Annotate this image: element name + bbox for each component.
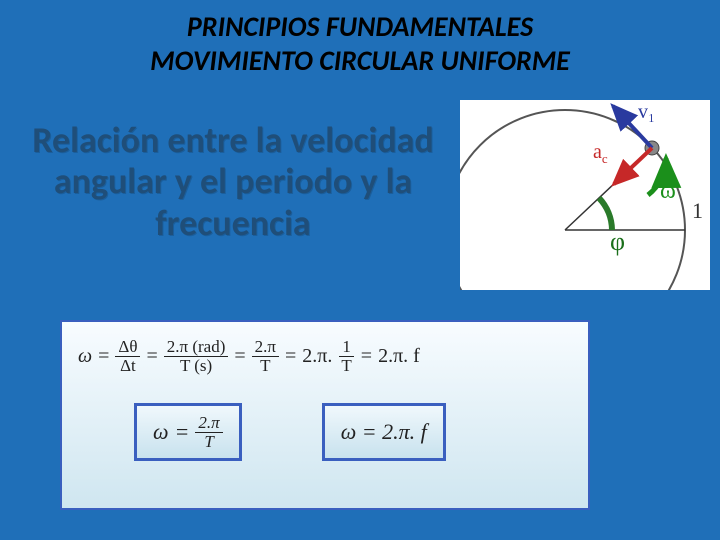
frac-dtheta-dt: Δθ Δt xyxy=(115,338,140,375)
frac-2pi-rad-Ts: 2.π (rad) T (s) xyxy=(164,338,229,375)
eq-omega: ω xyxy=(78,345,92,368)
circle-path xyxy=(460,110,685,290)
eq-equals-4: = xyxy=(285,345,296,368)
slide-subtitle: Relación entre la velocidad angular y el… xyxy=(18,120,448,244)
title-line-2: MOVIMIENTO CIRCULAR UNIFORME xyxy=(0,44,720,78)
eq-2pi-f: 2.π. f xyxy=(378,345,420,368)
one-label: 1 xyxy=(692,198,703,223)
phi-label: φ xyxy=(610,227,625,256)
main-equation: ω = Δθ Δt = 2.π (rad) T (s) = 2.π T = 2.… xyxy=(78,338,576,375)
phi-arc xyxy=(599,198,612,230)
circular-motion-diagram: v₁ ac ω φ 1 xyxy=(460,100,710,290)
box1-frac: 2.π T xyxy=(195,414,222,451)
omega-label: ω xyxy=(660,178,676,204)
title-line-1: PRINCIPIOS FUNDAMENTALES xyxy=(0,10,720,44)
boxed-formulas-row: ω = 2.π T ω = 2.π. f xyxy=(134,403,576,462)
frac-2pi-T: 2.π T xyxy=(252,338,279,375)
boxed-formula-period: ω = 2.π T xyxy=(134,403,242,462)
ac-label: ac xyxy=(593,141,608,166)
eq-2pi-dot: 2.π. xyxy=(302,345,332,368)
formula-panel: ω = Δθ Δt = 2.π (rad) T (s) = 2.π T = 2.… xyxy=(60,320,590,510)
eq-equals-2: = xyxy=(146,345,157,368)
eq-equals-5: = xyxy=(361,345,372,368)
eq-equals-3: = xyxy=(234,345,245,368)
centripetal-arrow xyxy=(614,148,652,184)
v-label: v₁ xyxy=(638,101,655,123)
boxed-formula-frequency: ω = 2.π. f xyxy=(322,403,446,462)
frac-1-T: 1 T xyxy=(338,338,354,375)
eq-equals-1: = xyxy=(98,345,109,368)
slide-title: PRINCIPIOS FUNDAMENTALES MOVIMIENTO CIRC… xyxy=(0,0,720,77)
